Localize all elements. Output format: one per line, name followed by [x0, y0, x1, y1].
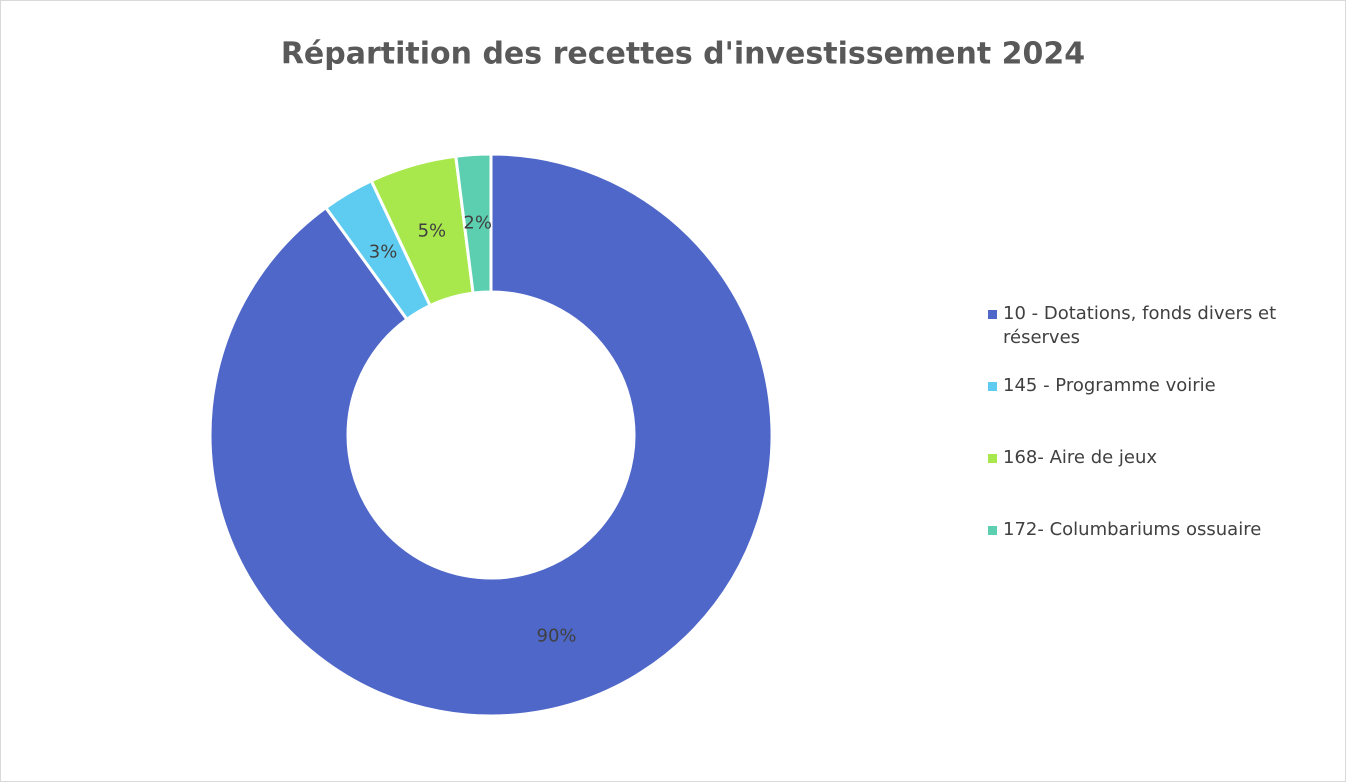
legend-swatch [988, 454, 997, 463]
legend-label: 168- Aire de jeux [1003, 447, 1158, 468]
legend: 10 - Dotations, fonds divers et réserves… [988, 302, 1328, 590]
legend-swatch [988, 382, 997, 391]
chart-title: Répartition des recettes d'investissemen… [281, 37, 1085, 72]
legend-label: 145 - Programme voirie [1003, 375, 1216, 396]
legend-item: 10 - Dotations, fonds divers et réserves [988, 302, 1328, 374]
legend-label: 172- Columbariums ossuaire [1003, 519, 1262, 540]
legend-item: 172- Columbariums ossuaire [988, 518, 1328, 590]
legend-item: 168- Aire de jeux [988, 446, 1328, 518]
legend-item: 145 - Programme voirie [988, 374, 1328, 446]
legend-swatch [988, 310, 997, 319]
legend-swatch [988, 526, 997, 535]
data-label: 5% [418, 220, 447, 241]
data-label: 2% [463, 212, 492, 233]
slice [208, 152, 774, 718]
data-label: 90% [537, 626, 577, 647]
slice [454, 152, 493, 295]
legend-label: 10 - Dotations, fonds divers et réserves [1003, 303, 1277, 348]
data-label: 3% [369, 242, 398, 263]
